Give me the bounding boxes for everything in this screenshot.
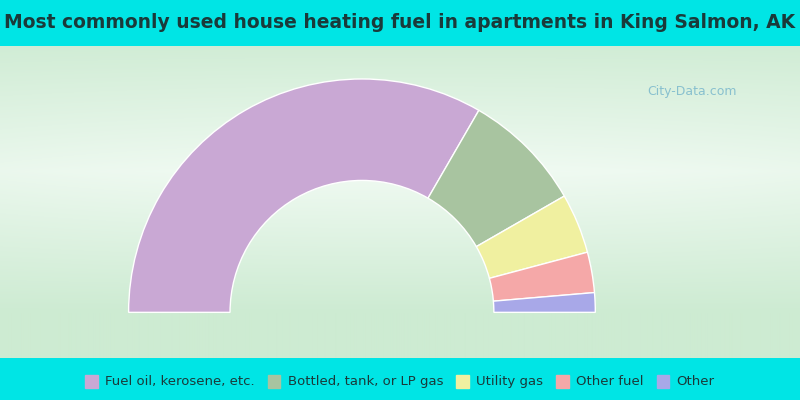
Wedge shape: [129, 79, 479, 312]
Legend: Fuel oil, kerosene, etc., Bottled, tank, or LP gas, Utility gas, Other fuel, Oth: Fuel oil, kerosene, etc., Bottled, tank,…: [80, 369, 720, 394]
Text: Most commonly used house heating fuel in apartments in King Salmon, AK: Most commonly used house heating fuel in…: [5, 14, 795, 32]
Text: City-Data.com: City-Data.com: [647, 86, 737, 98]
Wedge shape: [490, 252, 594, 301]
Wedge shape: [476, 196, 587, 278]
Wedge shape: [494, 292, 595, 312]
Wedge shape: [428, 110, 564, 247]
